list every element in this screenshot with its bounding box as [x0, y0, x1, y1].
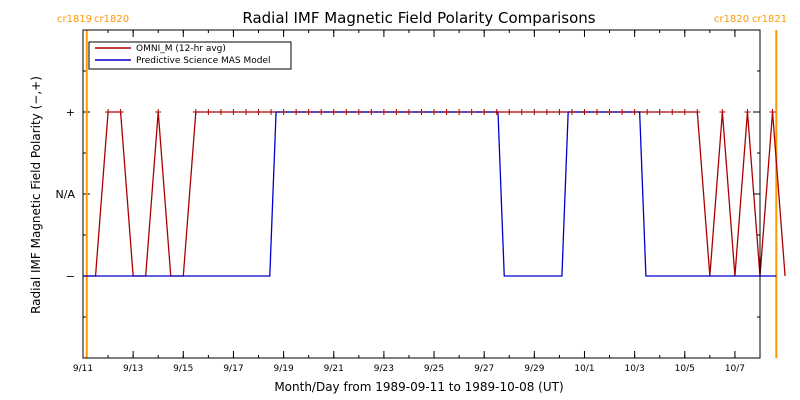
x-tick-label-7: 9/25 — [424, 364, 444, 374]
y-axis-label: Radial IMF Magnetic Field Polarity (−,+) — [29, 76, 43, 314]
chart-title: Radial IMF Magnetic Field Polarity Compa… — [242, 9, 595, 27]
legend-box — [88, 41, 292, 70]
series-line-1 — [83, 111, 777, 277]
x-axis-label: Month/Day from 1989-09-11 to 1989-10-08 … — [274, 380, 563, 394]
x-tick-label-1: 9/13 — [123, 364, 143, 374]
x-tick-label-6: 9/23 — [374, 364, 394, 374]
x-tick-label-8: 9/27 — [474, 364, 494, 374]
legend-label-mas: Predictive Science MAS Model — [136, 56, 271, 66]
x-tick-label-12: 10/5 — [675, 364, 695, 374]
x-tick-label-3: 9/17 — [223, 364, 243, 374]
x-tick-label-10: 10/1 — [574, 364, 594, 374]
x-tick-label-5: 9/21 — [324, 364, 344, 374]
corner-label-right-a: cr1820 — [714, 14, 749, 25]
y-tick-label-1: N/A — [56, 188, 76, 201]
y-tick-label-0: + — [66, 106, 75, 119]
x-tick-label-2: 9/15 — [173, 364, 193, 374]
x-tick-label-13: 10/7 — [725, 364, 745, 374]
corner-label-left-a: cr1819 — [57, 14, 92, 25]
corner-label-right-b: cr1821 — [752, 14, 787, 25]
legend-label-omni: OMNI_M (12-hr avg) — [136, 44, 226, 54]
corner-label-left-b: cr1820 — [94, 14, 129, 25]
legend: OMNI_M (12-hr avg) Predictive Science MA… — [88, 41, 292, 70]
plot-frame — [82, 29, 761, 359]
x-tick-label-0: 9/11 — [73, 364, 93, 374]
x-tick-label-9: 9/29 — [524, 364, 544, 374]
series-line-0 — [83, 111, 786, 277]
x-tick-label-11: 10/3 — [625, 364, 645, 374]
x-tick-label-4: 9/19 — [273, 364, 293, 374]
y-tick-label-2: − — [66, 270, 75, 283]
